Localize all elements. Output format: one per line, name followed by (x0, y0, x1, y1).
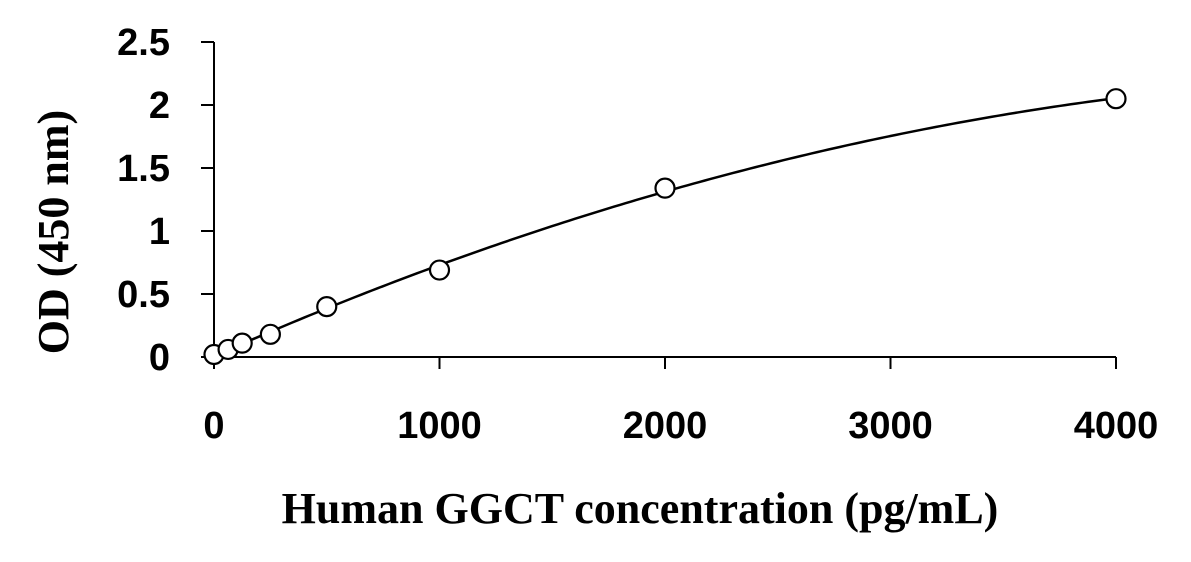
x-tick-label: 1000 (397, 405, 482, 447)
y-tick-label: 0.5 (117, 274, 170, 316)
y-tick-label: 2.5 (117, 22, 170, 64)
y-tick-label: 2 (149, 85, 170, 127)
axes (213, 42, 1116, 358)
y-tick-label: 1.5 (117, 148, 170, 190)
y-axis-title: OD (450 nm) (29, 110, 78, 354)
x-tick-label: 3000 (848, 405, 933, 447)
data-point (1105, 88, 1127, 110)
data-point (428, 259, 451, 281)
data-points (203, 88, 1127, 366)
y-tick-label: 1 (149, 211, 170, 253)
data-point (654, 177, 676, 199)
y-tick-label: 0 (149, 337, 170, 379)
data-point (259, 323, 281, 345)
fit-curve (213, 96, 1117, 358)
x-tick-label: 4000 (1074, 405, 1159, 447)
data-point (316, 296, 338, 318)
x-tick-label: 2000 (623, 405, 708, 447)
data-point (231, 332, 253, 354)
ticks: 0 0.5 1 1.5 2 2.5 0 1000 2000 3000 4000 (117, 22, 1158, 447)
x-axis-title: Human GGCT concentration (pg/mL) (282, 484, 999, 533)
fit-curve-layer (213, 96, 1117, 358)
x-tick-label: 0 (203, 405, 224, 447)
